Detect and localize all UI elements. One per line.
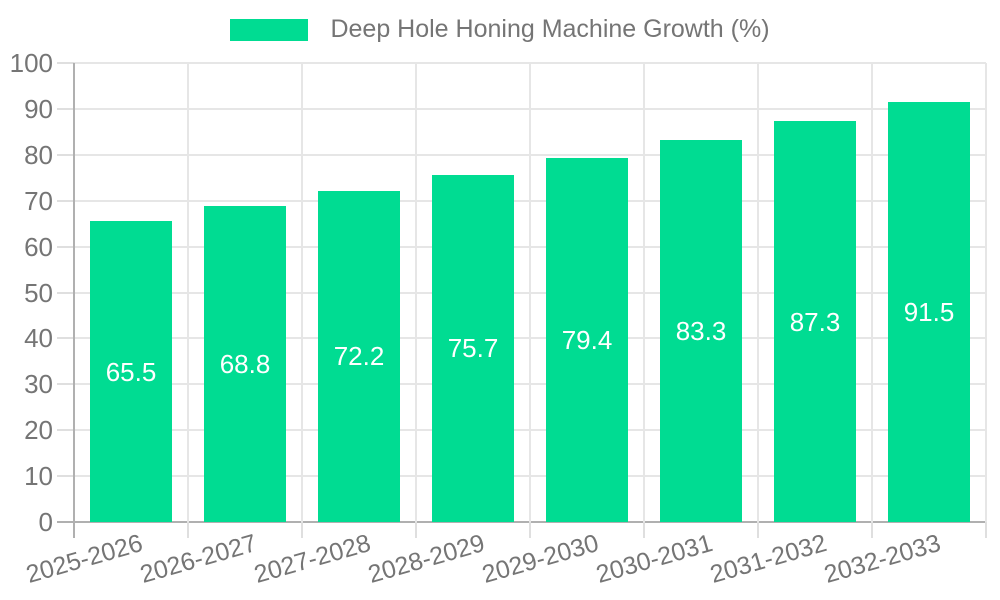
x-tick-label: 2029-2030	[479, 529, 603, 589]
y-tick-mark	[57, 62, 74, 64]
y-tick-label: 60	[24, 231, 53, 262]
x-gridline	[985, 63, 987, 522]
x-gridline	[529, 63, 531, 522]
y-tick-label: 30	[24, 369, 53, 400]
x-gridline	[415, 63, 417, 522]
x-tick-label: 2025-2026	[23, 529, 147, 589]
x-gridline	[301, 63, 303, 522]
y-tick-label: 0	[38, 507, 53, 537]
bar[interactable]	[318, 190, 400, 522]
y-tick-mark	[57, 475, 74, 478]
x-tick-mark	[529, 522, 531, 538]
bar[interactable]	[660, 139, 742, 522]
bar[interactable]	[90, 221, 172, 522]
chart-legend[interactable]: Deep Hole Honing Machine Growth (%)	[0, 15, 1000, 44]
bar[interactable]	[204, 206, 286, 522]
y-tick-label: 70	[24, 185, 53, 216]
bar[interactable]	[888, 102, 970, 522]
x-tick-label: 2032-2033	[821, 529, 945, 589]
y-tick-mark	[57, 107, 74, 110]
x-tick-mark	[871, 522, 873, 538]
y-tick-mark	[57, 383, 74, 386]
y-tick-mark	[57, 199, 74, 202]
x-tick-label: 2026-2027	[137, 529, 261, 589]
y-tick-label: 20	[24, 415, 53, 446]
x-tick-mark	[415, 522, 417, 538]
y-tick-label: 50	[24, 277, 53, 308]
y-tick-label: 100	[9, 48, 53, 78]
legend-swatch	[230, 18, 309, 41]
y-tick-label: 10	[24, 461, 53, 492]
bar[interactable]	[432, 174, 514, 522]
bar-value-label: 65.5	[105, 356, 157, 387]
y-tick-mark	[57, 521, 74, 523]
bar[interactable]	[546, 157, 628, 522]
x-tick-mark	[757, 522, 759, 538]
x-tick-label: 2027-2028	[251, 529, 375, 589]
x-gridline	[757, 63, 759, 522]
x-tick-mark	[301, 522, 303, 538]
y-tick-label: 80	[24, 139, 53, 170]
legend-label: Deep Hole Honing Machine Growth (%)	[330, 15, 770, 43]
bar-value-label: 68.8	[219, 349, 271, 380]
bar-value-label: 87.3	[789, 306, 841, 337]
x-tick-mark	[643, 522, 645, 538]
x-tick-mark	[985, 522, 987, 538]
y-tick-label: 40	[24, 323, 53, 354]
y-tick-mark	[57, 291, 74, 294]
x-tick-label: 2031-2032	[707, 529, 831, 589]
x-tick-mark	[187, 522, 189, 538]
y-tick-label: 90	[24, 93, 53, 124]
bar[interactable]	[774, 121, 856, 522]
x-gridline	[187, 63, 189, 522]
y-axis-line	[73, 63, 75, 522]
y-tick-mark	[57, 337, 74, 340]
bar-value-label: 72.2	[333, 341, 385, 372]
y-tick-mark	[57, 245, 74, 248]
bar-value-label: 91.5	[903, 297, 955, 327]
bar-value-label: 83.3	[675, 315, 727, 346]
x-gridline	[871, 63, 873, 522]
y-tick-mark	[57, 153, 74, 156]
x-tick-label: 2028-2029	[365, 529, 489, 589]
x-gridline	[643, 63, 645, 522]
bar-value-label: 79.4	[561, 324, 613, 355]
y-tick-mark	[57, 429, 74, 432]
x-tick-mark	[73, 522, 75, 538]
x-tick-label: 2030-2031	[593, 529, 717, 589]
bar-value-label: 75.7	[447, 333, 499, 364]
